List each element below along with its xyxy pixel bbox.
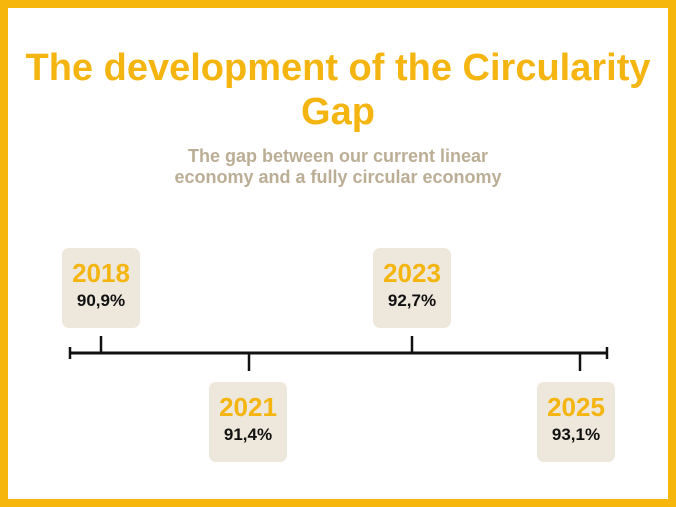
milestone-value: 92,7%: [387, 291, 437, 310]
milestone-card-2023: 2023 92,7%: [373, 248, 451, 328]
milestone-year: 2023: [383, 258, 441, 288]
milestone-value: 93,1%: [551, 425, 601, 444]
page-subtitle: The gap between our current linear econo…: [174, 146, 502, 187]
milestone-year: 2025: [547, 392, 605, 422]
milestone-year: 2021: [219, 392, 277, 422]
milestone-value: 91,4%: [223, 425, 273, 444]
milestone-card-2021: 2021 91,4%: [209, 382, 287, 462]
milestone-card-2025: 2025 93,1%: [537, 382, 615, 462]
page-title: The development of the Circularity Gap: [25, 47, 651, 133]
milestone-value: 90,9%: [76, 291, 126, 310]
milestone-year: 2018: [72, 258, 130, 288]
milestone-card-2018: 2018 90,9%: [62, 248, 140, 328]
